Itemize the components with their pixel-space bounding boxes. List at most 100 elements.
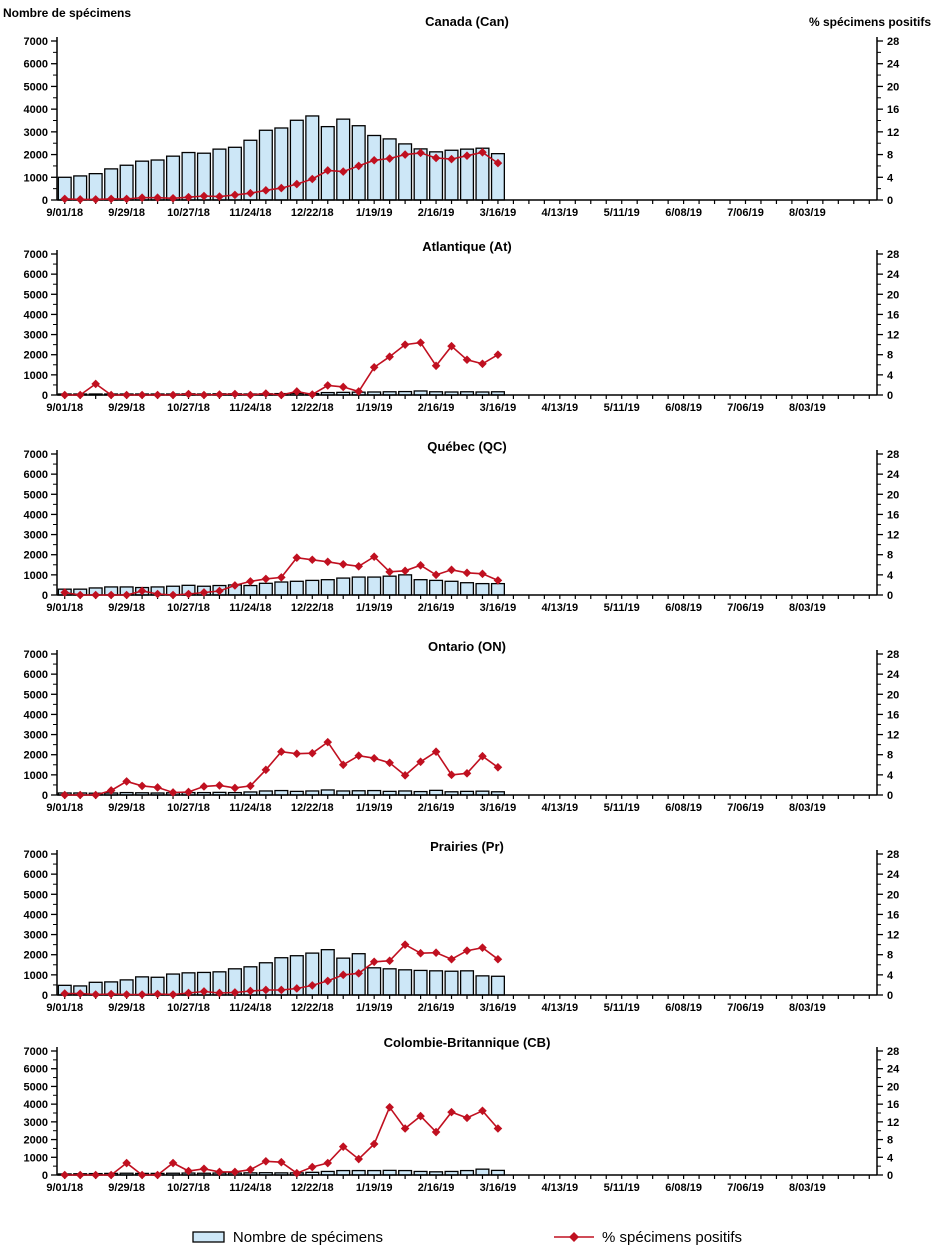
chart-title: Canada (Can) [425,14,509,29]
right-tick-label: 24 [887,869,900,881]
x-tick-label: 12/22/18 [291,1182,334,1194]
specimen-bar [444,580,459,596]
chart-title: Prairies (Pr) [430,839,504,854]
pct-diamond-marker [230,1167,240,1177]
left-tick-label: 1000 [24,770,48,782]
left-tick-label: 7000 [24,849,48,861]
pct-diamond-marker [385,1102,394,1112]
right-tick-label: 0 [887,195,893,207]
x-tick-label: 10/27/18 [167,802,210,814]
pct-diamond-marker [230,581,240,590]
pct-diamond-marker [416,148,425,158]
x-tick-label: 9/29/18 [108,802,145,814]
left-tick-label: 1000 [24,1152,48,1164]
right-tick-label: 8 [887,150,893,162]
left-tick-label: 4000 [24,709,48,721]
pct-diamond-marker [478,943,487,952]
pct-diamond-marker [122,390,131,400]
right-tick-label: 20 [887,689,899,701]
pct-diamond-marker [493,158,503,168]
pct-diamond-marker [338,1142,348,1151]
left-tick-label: 5000 [24,689,48,701]
legend-item-specimens: Nombre de spécimens [192,1229,383,1246]
x-tick-label: 7/06/19 [727,602,764,614]
pct-diamond-marker [431,570,441,580]
x-tick-label: 6/08/19 [665,1002,702,1014]
pct-diamond-marker [354,561,363,571]
pct-diamond-marker [168,990,178,999]
x-tick-label: 6/08/19 [665,1182,702,1194]
pct-diamond-marker [354,387,363,396]
pct-diamond-marker [447,341,456,351]
pct-diamond-marker [75,989,85,998]
right-tick-label: 12 [887,530,899,542]
legend: Nombre de spécimens % spécimens positifs [0,1215,934,1257]
pct-diamond-marker [323,166,333,175]
specimen-bar [289,580,304,596]
specimen-bar [165,155,181,201]
x-tick-label: 9/29/18 [108,1182,145,1194]
specimen-bar [336,118,351,201]
pct-diamond-marker [91,195,100,204]
pct-diamond-marker [431,361,441,371]
specimen-bar [320,125,335,201]
right-tick-label: 20 [887,289,899,301]
right-tick-label: 24 [887,669,900,681]
pct-diamond-marker [60,1170,70,1180]
specimen-bar [382,575,397,596]
right-tick-label: 8 [887,950,893,962]
specimen-bar [382,968,397,996]
pct-diamond-marker [230,389,240,399]
pct-diamond-marker [338,559,348,569]
specimen-bar [444,970,459,996]
right-axis-title: % spécimens positifs [809,15,931,29]
left-tick-label: 2000 [24,750,48,762]
left-tick-label: 0 [42,590,48,602]
chart-title: Québec (QC) [427,439,506,454]
x-tick-label: 6/08/19 [665,402,702,414]
left-tick-label: 3000 [24,1117,48,1129]
pct-diamond-marker [385,758,394,768]
left-tick-label: 7000 [24,649,48,661]
right-tick-label: 28 [887,249,899,261]
pct-diamond-marker [215,390,224,399]
left-tick-label: 4000 [24,909,48,921]
pct-diamond-marker [323,1158,333,1168]
chart-panel-prairies: Prairies (Pr) 0 1000 2000 3000 4000 5000 6000 70… [0,825,934,1025]
x-tick-label: 9/01/18 [46,602,83,614]
pct-diamond-marker [137,781,147,791]
left-tick-label: 6000 [24,59,48,71]
pct-diamond-marker [106,390,116,400]
pct-diamond-marker [400,150,410,159]
x-tick-label: 9/01/18 [46,207,83,219]
x-tick-label: 9/01/18 [46,802,83,814]
pct-diamond-marker [277,390,286,400]
right-tick-label: 12 [887,127,899,139]
x-tick-label: 4/13/19 [541,1182,578,1194]
left-tick-label: 5000 [24,289,48,301]
pct-diamond-marker [215,781,224,790]
left-tick-label: 3000 [24,930,48,942]
left-tick-label: 7000 [24,449,48,461]
pct-diamond-marker [184,192,193,202]
pct-diamond-marker [307,555,317,565]
pct-diamond-marker [478,1106,487,1116]
left-tick-label: 7000 [24,249,48,261]
right-tick-label: 20 [887,889,899,901]
pct-diamond-marker [292,1168,302,1178]
left-tick-label: 0 [42,1170,48,1182]
pct-diamond-marker [478,569,487,579]
specimen-bar [305,115,320,201]
pct-diamond-marker [462,151,472,161]
chart-canvas-ontario: Ontario (ON) 0 1000 2000 3000 4000 5000 6000 700… [24,639,901,814]
x-tick-label: 11/24/18 [229,402,271,414]
right-tick-label: 8 [887,1135,893,1147]
chart-title: Ontario (ON) [428,639,506,654]
pct-diamond-marker [184,589,193,599]
x-tick-label: 5/11/19 [604,1182,640,1194]
chart-canvas-prairies: Prairies (Pr) 0 1000 2000 3000 4000 5000 6000 70… [24,839,901,1014]
x-tick-label: 8/03/19 [789,207,826,219]
legend-line-swatch-icon [554,1232,594,1242]
x-tick-label: 11/24/18 [229,207,271,219]
pct-diamond-marker [277,985,286,995]
